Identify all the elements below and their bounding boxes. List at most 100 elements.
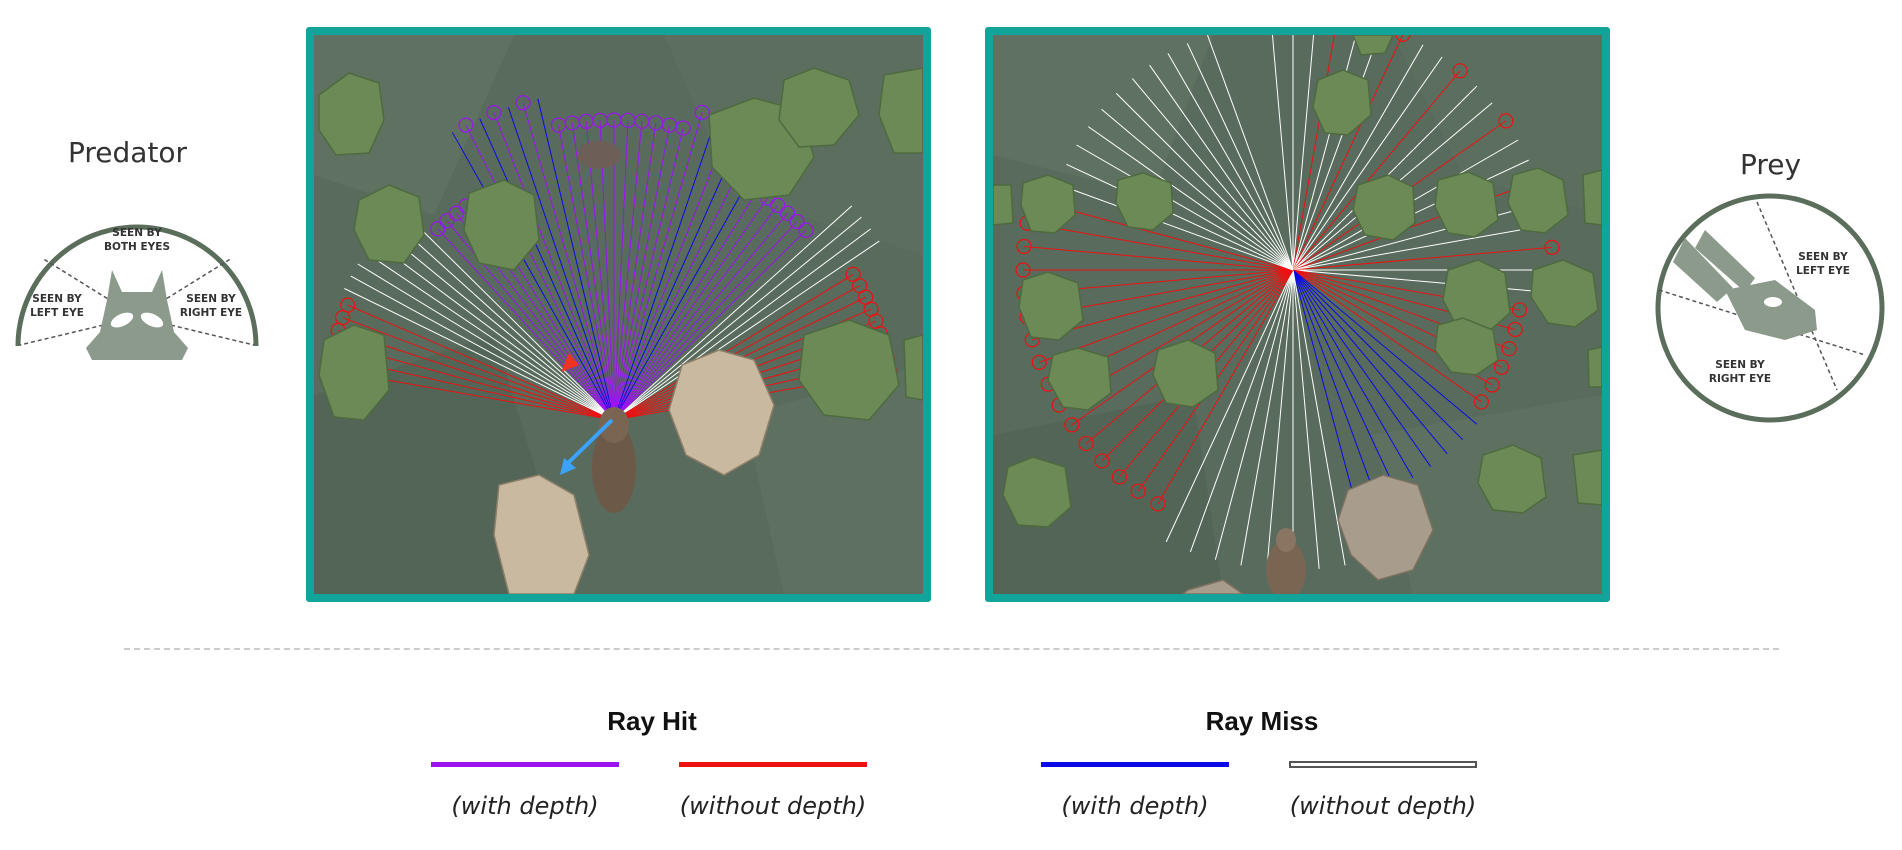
- predator-right-line2: RIGHT EYE: [180, 307, 242, 319]
- prey-trees: [993, 35, 1602, 528]
- ray-line: [1039, 269, 1294, 363]
- prey-label: Prey: [1740, 148, 1802, 181]
- ray-line: [1032, 269, 1294, 341]
- ray-line: [571, 122, 615, 421]
- predator-rocks: [493, 349, 775, 594]
- prey-rays: [1015, 35, 1560, 570]
- ray-hit-marker: [1507, 321, 1523, 338]
- ray-line: [390, 218, 615, 421]
- prey-right-line2: RIGHT EYE: [1709, 373, 1771, 385]
- ray-line: [1165, 269, 1294, 543]
- ray-line: [1292, 269, 1464, 441]
- ray-line: [613, 121, 731, 421]
- ray-line: [613, 116, 717, 421]
- prey-raycast-panel: [985, 27, 1610, 602]
- ray-hit-marker: [1150, 496, 1166, 512]
- legend-hit-without-depth-swatch: [679, 762, 867, 767]
- predator-trees: [318, 67, 923, 421]
- prey-agent: [1266, 528, 1306, 594]
- ray-line: [342, 317, 615, 421]
- predator-left-line2: LEFT EYE: [30, 307, 84, 319]
- ray-hit-marker: [1111, 469, 1128, 485]
- ray-hit-marker: [779, 205, 796, 221]
- legend-miss-without-depth-swatch: [1289, 761, 1477, 768]
- ray-line: [1292, 180, 1538, 271]
- ray-hit-marker: [1544, 239, 1560, 255]
- ray-line: [1292, 269, 1478, 425]
- ray-line: [1292, 269, 1376, 496]
- ray-hit-marker: [1395, 35, 1411, 42]
- ray-line: [613, 120, 629, 421]
- ray-line: [613, 221, 798, 421]
- legend-miss-with-depth-swatch: [1041, 762, 1229, 767]
- rabbit-head-icon: [1673, 230, 1817, 340]
- ray-line: [344, 288, 615, 421]
- ray-line: [1292, 269, 1432, 467]
- predator-fov-diagram: SEEN BY BOTH EYES SEEN BY LEFT EYE SEEN …: [15, 224, 259, 360]
- ray-hit-marker: [1498, 113, 1514, 129]
- predator-both-line2: BOTH EYES: [104, 241, 170, 253]
- ray-line: [507, 107, 615, 421]
- ray-line: [1087, 126, 1294, 271]
- ray-line: [493, 112, 615, 421]
- ray-line: [613, 112, 703, 421]
- ray-line: [1292, 269, 1320, 569]
- section-divider: [124, 648, 1779, 650]
- ray-line: [381, 229, 615, 421]
- ray-hit-marker: [1031, 354, 1047, 370]
- prey-left-line1: SEEN BY: [1798, 251, 1848, 263]
- ray-line: [1066, 163, 1294, 271]
- ray-line: [613, 240, 880, 421]
- ray-line: [1240, 269, 1294, 566]
- ray-line: [1101, 108, 1294, 271]
- ray-hit-marker: [845, 266, 861, 282]
- ray-line: [613, 212, 788, 421]
- ray-line: [1292, 202, 1545, 271]
- predator-both-line1: SEEN BY: [112, 227, 162, 239]
- ray-line: [613, 190, 758, 421]
- predator-right-line1: SEEN BY: [186, 293, 236, 305]
- legend-hit-with-depth-swatch: [431, 762, 619, 767]
- ray-line: [465, 124, 615, 421]
- ray-line: [1057, 184, 1294, 271]
- ray-line: [451, 132, 615, 421]
- predator-agent: [592, 407, 636, 513]
- ray-hit-marker: [458, 117, 474, 133]
- ray-line: [613, 229, 807, 421]
- ray-line: [613, 121, 643, 421]
- ray-hit-marker: [486, 105, 502, 121]
- ray-line: [1292, 269, 1553, 294]
- ray-line: [1027, 222, 1294, 271]
- ray-line: [613, 285, 860, 421]
- ray-hit-marker: [515, 95, 531, 111]
- ray-line: [613, 197, 768, 421]
- ray-line: [357, 263, 615, 421]
- predator-left-line1: SEEN BY: [32, 293, 82, 305]
- prey-fov-diagram: SEEN BY LEFT EYE SEEN BY RIGHT EYE: [1655, 193, 1885, 423]
- ray-hit-marker: [1484, 377, 1500, 393]
- ray-line: [1292, 269, 1395, 488]
- ray-hit-marker: [798, 222, 814, 238]
- ray-hit-marker: [1501, 341, 1517, 357]
- ray-line: [365, 251, 615, 421]
- ray-line: [1266, 269, 1294, 569]
- ray-line: [1292, 269, 1414, 479]
- ray-line: [613, 273, 854, 421]
- legend-miss-with-depth-caption: (with depth): [1061, 792, 1209, 820]
- ray-line: [1292, 35, 1357, 271]
- ray-line: [613, 205, 779, 421]
- ray-line: [1292, 44, 1424, 271]
- ray-line: [1292, 56, 1443, 271]
- ray-line: [1292, 35, 1335, 271]
- ray-line: [1292, 224, 1550, 271]
- ray-line: [1032, 199, 1294, 271]
- wolf-head-icon: [86, 270, 188, 360]
- ray-hit-marker: [1130, 483, 1146, 499]
- ray-line: [479, 118, 615, 421]
- ray-line: [613, 228, 871, 421]
- ray-line: [400, 208, 615, 421]
- ray-hit-marker: [694, 104, 710, 120]
- ray-hit-marker: [1016, 238, 1032, 255]
- ray-line: [1292, 269, 1482, 403]
- ray-hit-marker: [340, 297, 356, 313]
